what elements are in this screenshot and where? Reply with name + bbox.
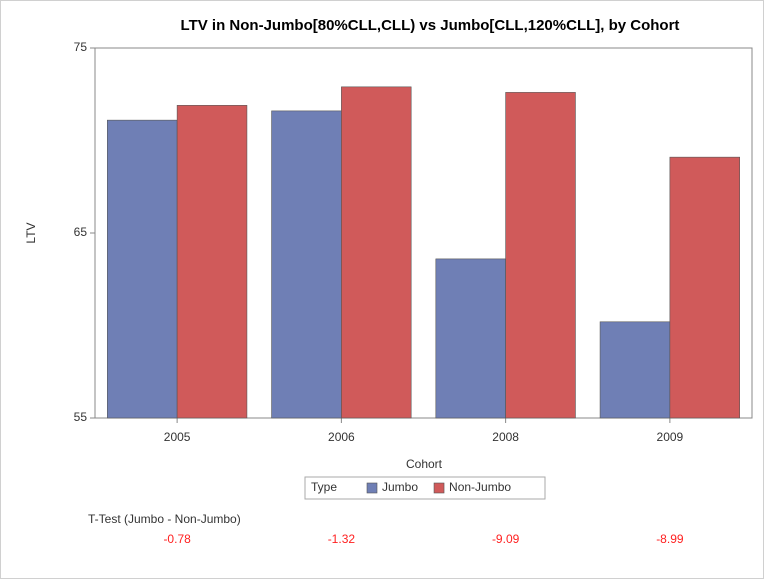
ttest-value: -9.09 bbox=[492, 532, 520, 546]
ttest-label: T-Test (Jumbo - Non-Jumbo) bbox=[88, 512, 241, 526]
bar bbox=[599, 321, 671, 419]
y-axis-label: LTV bbox=[24, 222, 38, 243]
legend-label: Non-Jumbo bbox=[449, 480, 511, 494]
y-tick-label: 55 bbox=[74, 410, 88, 424]
ttest-value: -8.99 bbox=[656, 532, 684, 546]
x-axis-label: Cohort bbox=[406, 457, 443, 471]
legend-title: Type bbox=[311, 480, 337, 494]
x-tick-label: 2006 bbox=[328, 430, 355, 444]
bar bbox=[669, 156, 740, 419]
x-tick-label: 2005 bbox=[164, 430, 191, 444]
legend-box bbox=[304, 476, 546, 500]
x-tick-label: 2009 bbox=[657, 430, 684, 444]
bar bbox=[271, 110, 342, 419]
bar bbox=[176, 105, 248, 419]
bar bbox=[435, 258, 506, 419]
bar bbox=[107, 119, 178, 419]
legend-label: Jumbo bbox=[382, 480, 418, 494]
legend-swatch bbox=[433, 482, 445, 494]
bar bbox=[505, 92, 576, 419]
bar bbox=[341, 86, 412, 419]
chart-title: LTV in Non-Jumbo[80%CLL,CLL) vs Jumbo[CL… bbox=[181, 17, 680, 34]
x-tick-label: 2008 bbox=[492, 430, 519, 444]
y-tick-label: 75 bbox=[74, 40, 88, 54]
y-tick-label: 65 bbox=[74, 225, 88, 239]
legend-swatch bbox=[366, 482, 378, 494]
ttest-value: -0.78 bbox=[163, 532, 191, 546]
ttest-value: -1.32 bbox=[328, 532, 356, 546]
